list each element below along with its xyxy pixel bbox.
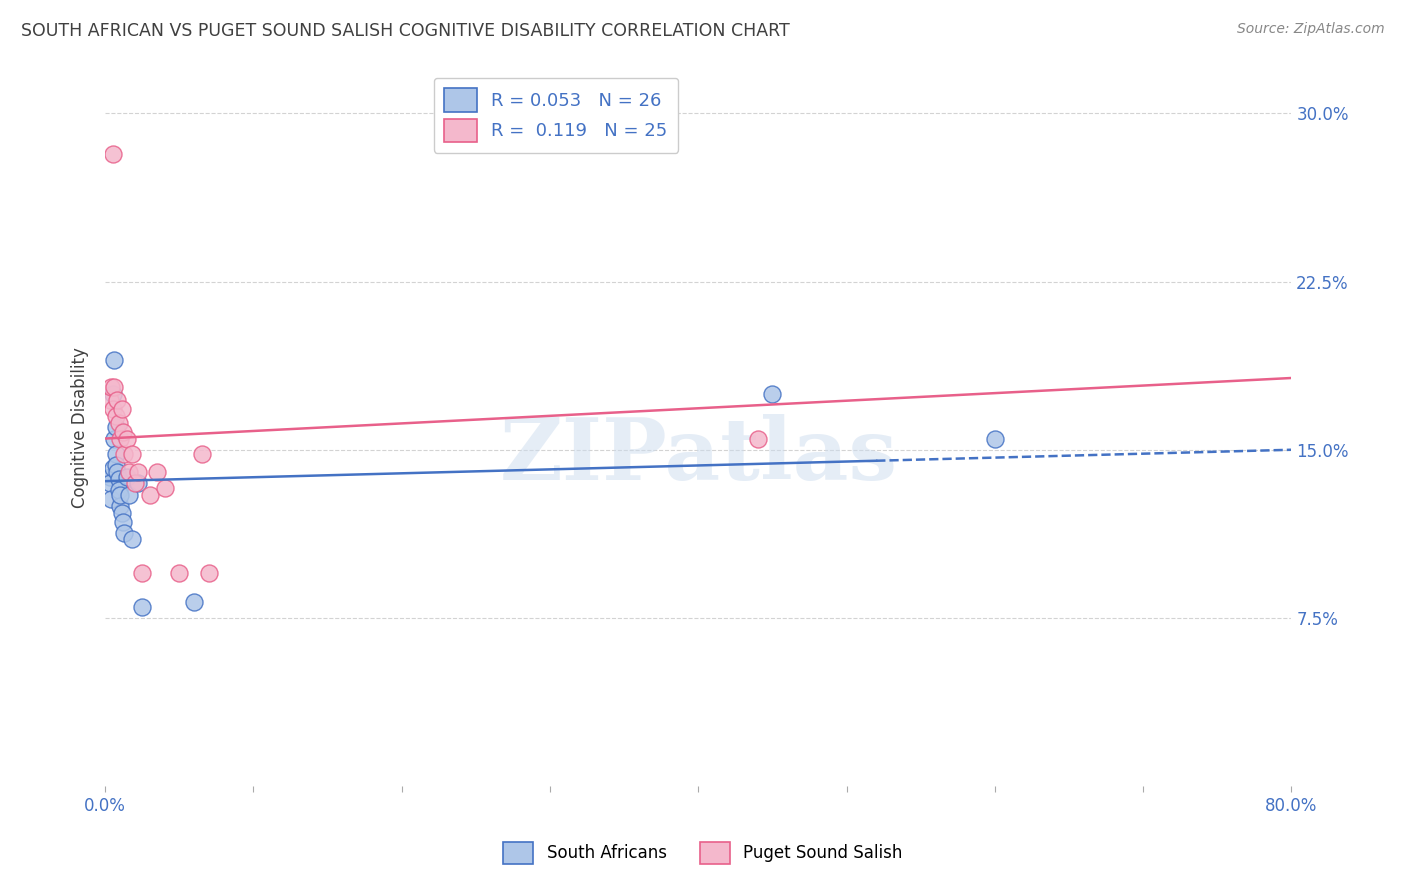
Point — [111, 425, 134, 439]
Legend: R = 0.053   N = 26, R =  0.119   N = 25: R = 0.053 N = 26, R = 0.119 N = 25 — [433, 78, 678, 153]
Point — [761, 386, 783, 401]
Point — [118, 487, 141, 501]
Y-axis label: Cognitive Disability: Cognitive Disability — [72, 347, 89, 508]
Point — [121, 447, 143, 461]
Point — [153, 481, 176, 495]
Point — [100, 492, 122, 507]
Point — [118, 465, 141, 479]
Text: ZIPatlas: ZIPatlas — [499, 414, 897, 498]
Point — [103, 432, 125, 446]
Point — [101, 402, 124, 417]
Point — [101, 386, 124, 401]
Point — [104, 458, 127, 473]
Point — [124, 476, 146, 491]
Point — [131, 566, 153, 580]
Point — [117, 469, 139, 483]
Point — [103, 380, 125, 394]
Point — [117, 432, 139, 446]
Point — [169, 566, 191, 580]
Point — [100, 380, 122, 394]
Point — [103, 353, 125, 368]
Point — [104, 420, 127, 434]
Point — [138, 487, 160, 501]
Point — [98, 393, 121, 408]
Point — [101, 146, 124, 161]
Point — [98, 469, 121, 483]
Point — [131, 599, 153, 614]
Point — [108, 432, 131, 446]
Point — [104, 447, 127, 461]
Point — [104, 409, 127, 424]
Point — [183, 595, 205, 609]
Point — [121, 533, 143, 547]
Point — [101, 460, 124, 475]
Point — [190, 447, 212, 461]
Point — [747, 432, 769, 446]
Point — [107, 416, 129, 430]
Point — [110, 506, 132, 520]
Point — [108, 499, 131, 513]
Point — [110, 402, 132, 417]
Point — [98, 476, 121, 491]
Point — [107, 483, 129, 497]
Point — [198, 566, 221, 580]
Point — [107, 472, 129, 486]
Point — [984, 432, 1007, 446]
Point — [111, 515, 134, 529]
Text: SOUTH AFRICAN VS PUGET SOUND SALISH COGNITIVE DISABILITY CORRELATION CHART: SOUTH AFRICAN VS PUGET SOUND SALISH COGN… — [21, 22, 790, 40]
Point — [146, 465, 169, 479]
Legend: South Africans, Puget Sound Salish: South Africans, Puget Sound Salish — [496, 836, 910, 871]
Point — [127, 465, 149, 479]
Point — [105, 393, 128, 408]
Point — [105, 465, 128, 479]
Point — [114, 525, 136, 540]
Point — [127, 476, 149, 491]
Point — [108, 487, 131, 501]
Text: Source: ZipAtlas.com: Source: ZipAtlas.com — [1237, 22, 1385, 37]
Point — [114, 447, 136, 461]
